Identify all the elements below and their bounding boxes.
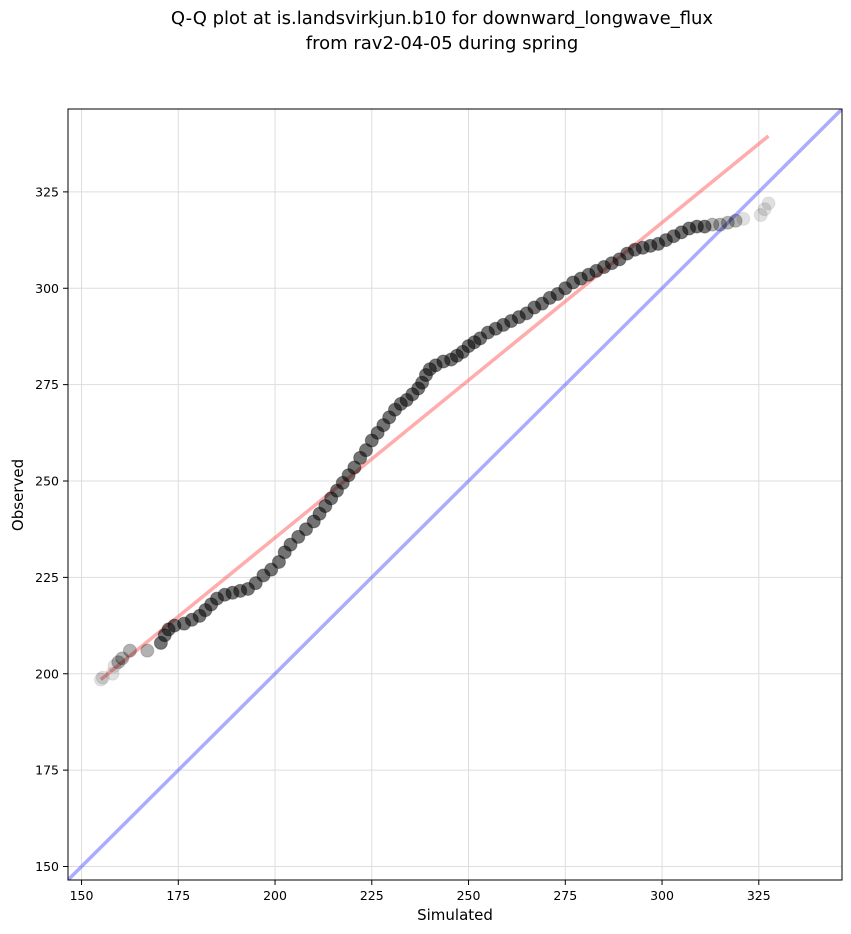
quantile-point [140, 643, 155, 658]
y-tick-label: 325 [35, 184, 59, 199]
quantile-point [705, 217, 720, 232]
y-tick-label: 225 [35, 570, 59, 585]
y-tick-label: 150 [35, 859, 59, 874]
chart-title-line-1: Q-Q plot at is.landsvirkjun.b10 for down… [171, 8, 714, 29]
plot-frame [67, 108, 843, 881]
quantile-point [720, 215, 735, 230]
quantile-point [95, 670, 110, 685]
x-tick-label: 250 [457, 888, 481, 903]
x-tick-label: 325 [747, 888, 771, 903]
quantile-point [115, 651, 130, 666]
y-tick-label: 275 [35, 377, 59, 392]
quantile-point [736, 211, 751, 226]
quantile-point [111, 655, 126, 670]
chart-title-line-2: from rav2-04-05 during spring [306, 33, 579, 54]
quantile-point [122, 643, 137, 658]
quantile-point [271, 554, 286, 569]
x-axis-label: Simulated [417, 906, 493, 924]
y-tick-label: 300 [35, 281, 59, 296]
quantile-point [728, 213, 743, 228]
quantile-point [105, 666, 120, 681]
grid [68, 109, 842, 880]
x-tick-label: 175 [166, 888, 190, 903]
quantile-point [93, 672, 108, 687]
x-tick-label: 200 [263, 888, 287, 903]
x-tick-label: 275 [553, 888, 577, 903]
quantile-point [713, 217, 728, 232]
quantile-point [753, 208, 768, 223]
y-axis-label: Observed [9, 459, 27, 531]
x-tick-label: 225 [360, 888, 384, 903]
quantile-point [358, 443, 373, 458]
quantile-point [761, 196, 776, 211]
axis-ticks: 150 175 200 225 250 275 300 325 150 175 200 225 250 2… [35, 184, 771, 903]
x-tick-label: 150 [70, 888, 94, 903]
y-tick-label: 200 [35, 666, 59, 681]
quantile-point [107, 659, 122, 674]
fit-line [99, 134, 770, 681]
quantile-point [697, 219, 712, 234]
quantile-points [93, 196, 776, 687]
x-tick-label: 300 [650, 888, 674, 903]
identity-reference-line [68, 109, 842, 880]
y-tick-label: 175 [35, 763, 59, 778]
y-tick-label: 250 [35, 474, 59, 489]
quantile-point [757, 202, 772, 217]
quantile-point [347, 460, 362, 475]
